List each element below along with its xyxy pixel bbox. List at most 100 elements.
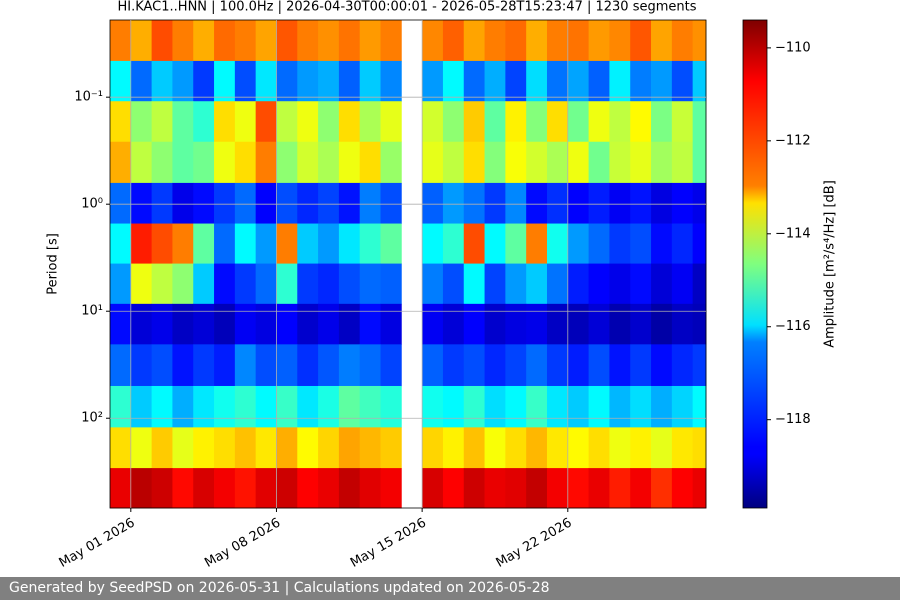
cell	[463, 182, 485, 224]
cell	[609, 263, 631, 305]
cell	[588, 344, 610, 387]
cell	[588, 385, 610, 428]
cell	[567, 20, 590, 62]
cell	[526, 303, 548, 345]
cell	[463, 223, 485, 264]
cell	[463, 60, 485, 102]
cell	[505, 223, 527, 264]
cell	[380, 468, 402, 509]
cell	[110, 141, 132, 184]
chart-title: HI.KAC1..HNN | 100.0Hz | 2026-04-30T00:0…	[117, 0, 696, 15]
cell	[692, 427, 707, 469]
cell	[110, 385, 132, 428]
cell	[567, 468, 590, 509]
cell	[609, 101, 631, 143]
cell	[692, 141, 707, 184]
cell	[359, 20, 381, 62]
cell	[130, 60, 153, 102]
cell	[630, 60, 652, 102]
cell	[151, 223, 173, 264]
cell	[214, 182, 236, 224]
cell	[234, 20, 257, 62]
cell	[297, 385, 319, 428]
cell	[338, 385, 361, 428]
cell	[526, 182, 548, 224]
cell	[172, 385, 194, 428]
cell	[630, 427, 652, 469]
cell	[526, 344, 548, 387]
cell	[380, 385, 402, 428]
cell	[130, 101, 153, 143]
cell	[193, 101, 215, 143]
colorbar-tick-label: −112	[775, 133, 811, 148]
cell	[651, 344, 673, 387]
cell	[130, 385, 153, 428]
cell	[609, 468, 631, 509]
cell	[297, 223, 319, 264]
cell	[588, 427, 610, 469]
cell	[234, 263, 257, 305]
cell	[546, 263, 569, 305]
cell	[172, 182, 194, 224]
cell	[151, 385, 173, 428]
cell	[380, 60, 402, 102]
cell	[651, 182, 673, 224]
cell	[338, 303, 361, 345]
cell	[651, 263, 673, 305]
cell	[130, 468, 153, 509]
cell	[651, 20, 673, 62]
cell	[255, 344, 277, 387]
cell	[276, 60, 298, 102]
cell	[526, 60, 548, 102]
cell	[692, 223, 707, 264]
cell	[193, 468, 215, 509]
cell	[234, 427, 257, 469]
cell	[214, 101, 236, 143]
cell	[110, 223, 132, 264]
cell	[505, 468, 527, 509]
cell	[234, 303, 257, 345]
cell	[318, 427, 340, 469]
cell	[671, 60, 694, 102]
cell	[276, 182, 298, 224]
cell	[630, 344, 652, 387]
cell	[380, 101, 402, 143]
cell	[110, 263, 132, 305]
cell	[318, 263, 340, 305]
y-tick-label: 10⁻¹	[74, 90, 103, 105]
cell	[651, 468, 673, 509]
cell	[609, 303, 631, 345]
cell	[214, 223, 236, 264]
cell	[463, 303, 485, 345]
cell	[546, 101, 569, 143]
cell	[318, 468, 340, 509]
cell	[359, 344, 381, 387]
cell	[130, 182, 153, 224]
cell	[214, 60, 236, 102]
cell	[546, 20, 569, 62]
cell	[318, 385, 340, 428]
cell	[276, 20, 298, 62]
cell	[484, 20, 506, 62]
cell	[380, 427, 402, 469]
cell	[297, 182, 319, 224]
colorbar-tick-label: −114	[775, 226, 811, 241]
cell	[214, 141, 236, 184]
cell	[130, 427, 153, 469]
cell	[380, 344, 402, 387]
cell	[546, 60, 569, 102]
cell	[692, 468, 707, 509]
cell	[671, 20, 694, 62]
cell	[505, 344, 527, 387]
cell	[172, 427, 194, 469]
cell	[172, 344, 194, 387]
cell	[671, 344, 694, 387]
cell	[692, 60, 707, 102]
cell	[338, 20, 361, 62]
cell	[630, 223, 652, 264]
cell	[630, 303, 652, 345]
colorbar-tick-label: −118	[775, 412, 811, 427]
cell	[338, 223, 361, 264]
cell	[442, 60, 465, 102]
cell	[151, 344, 173, 387]
